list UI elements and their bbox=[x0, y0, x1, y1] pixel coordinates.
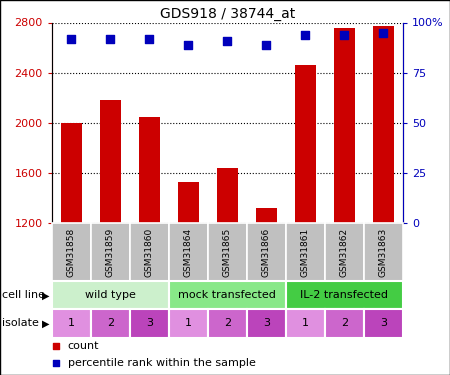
Text: count: count bbox=[68, 341, 99, 351]
Text: IL-2 transfected: IL-2 transfected bbox=[300, 290, 388, 300]
Bar bbox=[91, 223, 130, 281]
Text: GSM31863: GSM31863 bbox=[379, 228, 388, 277]
Text: GSM31859: GSM31859 bbox=[106, 228, 115, 277]
Bar bbox=[130, 309, 169, 338]
Bar bbox=[216, 168, 238, 223]
Bar bbox=[208, 223, 247, 281]
Point bbox=[380, 30, 387, 36]
Bar bbox=[294, 65, 316, 223]
Bar bbox=[364, 223, 403, 281]
Text: 1: 1 bbox=[185, 318, 192, 328]
Text: 3: 3 bbox=[380, 318, 387, 328]
Point bbox=[224, 38, 231, 44]
Text: GSM31864: GSM31864 bbox=[184, 228, 193, 277]
Text: 3: 3 bbox=[146, 318, 153, 328]
Text: 3: 3 bbox=[263, 318, 270, 328]
Bar bbox=[52, 309, 91, 338]
Text: cell line: cell line bbox=[2, 290, 45, 300]
Point bbox=[302, 32, 309, 38]
Point bbox=[184, 42, 192, 48]
Title: GDS918 / 38744_at: GDS918 / 38744_at bbox=[160, 8, 295, 21]
Text: isolate: isolate bbox=[2, 318, 39, 328]
Bar bbox=[60, 123, 82, 223]
Text: GSM31858: GSM31858 bbox=[67, 228, 76, 277]
Bar bbox=[130, 223, 169, 281]
Point bbox=[68, 36, 75, 42]
Text: 1: 1 bbox=[302, 318, 309, 328]
Text: mock transfected: mock transfected bbox=[178, 290, 276, 300]
Bar bbox=[364, 309, 403, 338]
Bar bbox=[286, 223, 325, 281]
Text: 2: 2 bbox=[107, 318, 114, 328]
Bar bbox=[52, 281, 169, 309]
Point bbox=[107, 36, 114, 42]
Bar bbox=[247, 309, 286, 338]
Bar bbox=[325, 223, 364, 281]
Text: GSM31865: GSM31865 bbox=[223, 228, 232, 277]
Bar bbox=[373, 26, 394, 223]
Text: 2: 2 bbox=[224, 318, 231, 328]
Bar bbox=[52, 223, 91, 281]
Text: ▶: ▶ bbox=[42, 290, 50, 300]
Bar bbox=[169, 223, 208, 281]
Bar bbox=[256, 208, 277, 223]
Text: 2: 2 bbox=[341, 318, 348, 328]
Bar bbox=[91, 309, 130, 338]
Bar bbox=[286, 281, 403, 309]
Bar bbox=[169, 309, 208, 338]
Text: GSM31860: GSM31860 bbox=[145, 228, 154, 277]
Bar bbox=[99, 100, 121, 223]
Text: wild type: wild type bbox=[85, 290, 136, 300]
Text: GSM31861: GSM31861 bbox=[301, 228, 310, 277]
Point bbox=[146, 36, 153, 42]
Point bbox=[52, 360, 59, 366]
Text: ▶: ▶ bbox=[42, 318, 50, 328]
Bar bbox=[208, 309, 247, 338]
Point bbox=[263, 42, 270, 48]
Bar bbox=[139, 117, 160, 223]
Bar bbox=[169, 281, 286, 309]
Bar bbox=[333, 27, 355, 223]
Bar bbox=[286, 309, 325, 338]
Point bbox=[341, 32, 348, 38]
Bar bbox=[247, 223, 286, 281]
Bar bbox=[325, 309, 364, 338]
Bar bbox=[177, 182, 199, 223]
Point bbox=[52, 343, 59, 349]
Text: GSM31866: GSM31866 bbox=[262, 228, 271, 277]
Text: GSM31862: GSM31862 bbox=[340, 228, 349, 277]
Text: 1: 1 bbox=[68, 318, 75, 328]
Text: percentile rank within the sample: percentile rank within the sample bbox=[68, 358, 256, 368]
